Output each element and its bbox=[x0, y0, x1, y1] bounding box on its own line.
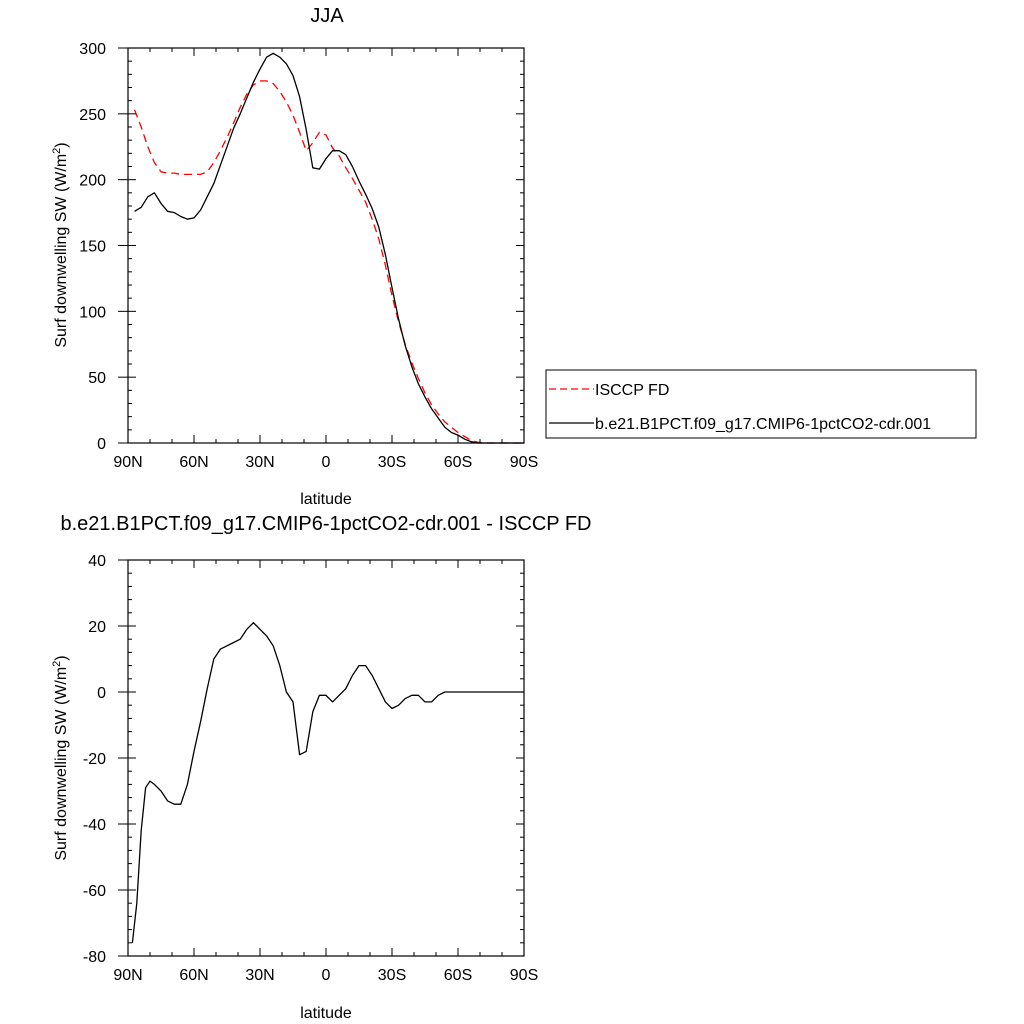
x-tick-label: 0 bbox=[322, 454, 331, 471]
y-tick-label: 0 bbox=[97, 685, 106, 702]
top-chart: JJA 90N 60N 30N 0 30S 60S 90S 0 50 100 150 200 250 30… bbox=[51, 5, 538, 508]
x-tick-label: 90S bbox=[510, 454, 538, 471]
y-tick-label: -80 bbox=[83, 949, 106, 966]
x-tick-label: 90N bbox=[113, 454, 142, 471]
top-chart-ylabel-close: ) bbox=[53, 142, 70, 147]
bottom-chart-ylabel: Surf downwelling SW (W/m2) bbox=[51, 655, 70, 860]
legend: ISCCP FD b.e21.B1PCT.f09_g17.CMIP6-1pctC… bbox=[545, 369, 977, 439]
bottom-chart-ylabel-sup: 2 bbox=[51, 661, 63, 667]
legend-box bbox=[545, 369, 977, 439]
y-tick-label: 300 bbox=[79, 41, 106, 58]
top-chart-ylabel-sup: 2 bbox=[51, 148, 63, 154]
top-chart-ticks: 90N 60N 30N 0 30S 60S 90S 0 50 100 150 200 250 300 bbox=[79, 41, 538, 471]
series-line-difference bbox=[131, 622, 524, 943]
x-tick-label: 30N bbox=[245, 967, 274, 984]
y-tick-label: 50 bbox=[88, 370, 106, 387]
x-tick-label: 60S bbox=[444, 967, 472, 984]
top-chart-series-layer bbox=[133, 52, 524, 444]
x-tick-label: 30N bbox=[245, 454, 274, 471]
bottom-chart-ylabel-main: Surf downwelling SW (W/m bbox=[53, 667, 70, 861]
x-tick-label: 60S bbox=[444, 454, 472, 471]
top-chart-xlabel: latitude bbox=[300, 491, 352, 508]
y-tick-label: 250 bbox=[79, 107, 106, 124]
y-tick-label: 20 bbox=[88, 619, 106, 636]
y-tick-label: -20 bbox=[83, 751, 106, 768]
top-chart-frame bbox=[127, 47, 525, 444]
x-tick-label: 30S bbox=[378, 967, 406, 984]
x-tick-label: 60N bbox=[179, 454, 208, 471]
y-tick-label: -60 bbox=[83, 883, 106, 900]
bottom-chart-series-layer bbox=[131, 622, 524, 943]
series-line-b-e21-b1pct-f09-g17-cmip6-1pctco2-cdr-001 bbox=[134, 52, 524, 444]
x-tick-label: 60N bbox=[179, 967, 208, 984]
y-tick-label: 200 bbox=[79, 173, 106, 190]
x-tick-label: 90S bbox=[510, 967, 538, 984]
bottom-chart-frame bbox=[127, 559, 525, 957]
top-chart-ylabel-main: Surf downwelling SW (W/m bbox=[53, 154, 70, 348]
x-tick-label: 30S bbox=[378, 454, 406, 471]
y-tick-label: 150 bbox=[79, 239, 106, 256]
bottom-chart-title: b.e21.B1PCT.f09_g17.CMIP6-1pctCO2-cdr.00… bbox=[61, 513, 592, 535]
bottom-chart-ticks: 90N 60N 30N 0 30S 60S 90S -80 -60 -40 -20 0 20 40 bbox=[83, 553, 538, 984]
legend-label-isccp: ISCCP FD bbox=[595, 382, 669, 399]
y-tick-label: 40 bbox=[88, 553, 106, 570]
top-chart-title: JJA bbox=[310, 5, 344, 27]
bottom-chart-ylabel-close: ) bbox=[53, 655, 70, 660]
x-tick-label: 0 bbox=[322, 967, 331, 984]
top-chart-ylabel: Surf downwelling SW (W/m2) bbox=[51, 142, 70, 347]
y-tick-label: 0 bbox=[97, 436, 106, 453]
legend-label-model: b.e21.B1PCT.f09_g17.CMIP6-1pctCO2-cdr.00… bbox=[595, 416, 931, 433]
bottom-chart-xlabel: latitude bbox=[300, 1005, 352, 1022]
y-tick-label: -40 bbox=[83, 817, 106, 834]
x-tick-label: 90N bbox=[113, 967, 142, 984]
bottom-chart: b.e21.B1PCT.f09_g17.CMIP6-1pctCO2-cdr.00… bbox=[51, 513, 592, 1022]
series-line-isccp-fd bbox=[133, 80, 524, 444]
y-tick-label: 100 bbox=[79, 304, 106, 321]
